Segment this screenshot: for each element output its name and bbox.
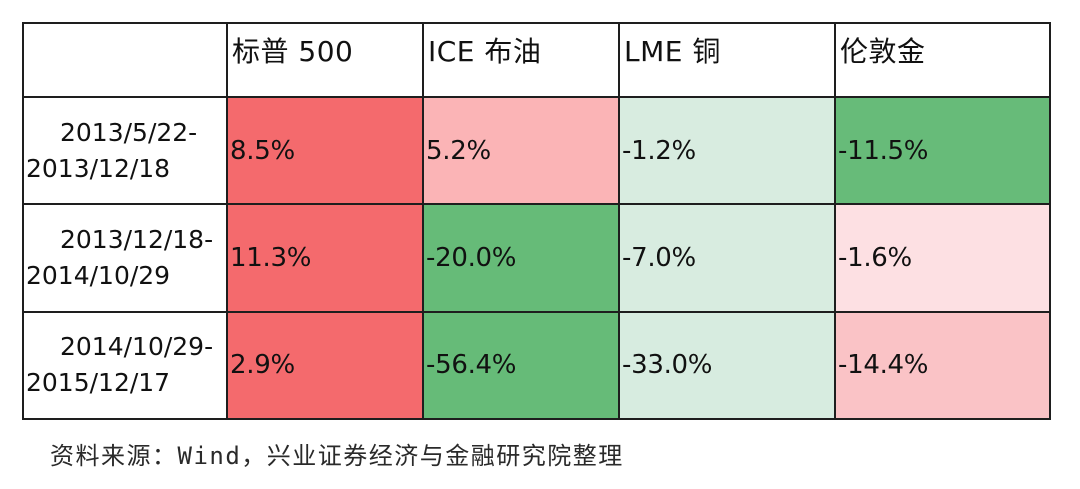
value-cell: 11.3% [226,203,424,313]
value-cell: 8.5% [226,96,424,206]
returns-table-container: 标普 500 ICE 布油 LME 铜 伦敦金 2013/5/22- 2013/… [22,21,1051,421]
value-cell: -33.0% [618,310,836,421]
period-cell: 2013/12/18- 2014/10/29 [22,203,228,313]
period-cell: 2014/10/29- 2015/12/17 [22,310,228,421]
value-cell: -1.2% [618,96,836,206]
value-cell: -1.6% [834,203,1051,313]
source-note: 资料来源：Wind，兴业证券经济与金融研究院整理 [50,442,624,470]
table-row: 2013/12/18- 2014/10/29 11.3% -20.0% -7.0… [22,203,1051,313]
period-start: 2013/12/18- [60,225,214,255]
header-corner [22,21,228,99]
period-cell: 2013/5/22- 2013/12/18 [22,96,228,206]
period-start: 2014/10/29- [60,332,214,362]
table-row: 2014/10/29- 2015/12/17 2.9% -56.4% -33.0… [22,310,1051,421]
header-ice-brent: ICE 布油 [422,21,620,99]
value-cell: -14.4% [834,310,1051,421]
table-row: 2013/5/22- 2013/12/18 8.5% 5.2% -1.2% -1… [22,96,1051,206]
header-london-gold: 伦敦金 [834,21,1051,99]
returns-table: 标普 500 ICE 布油 LME 铜 伦敦金 2013/5/22- 2013/… [22,21,1051,421]
header-lme-copper: LME 铜 [618,21,836,99]
value-cell: -20.0% [422,203,620,313]
period-end: 2014/10/29 [26,261,171,291]
period-end: 2013/12/18 [26,153,171,183]
value-cell: 5.2% [422,96,620,206]
value-cell: -11.5% [834,96,1051,206]
header-row: 标普 500 ICE 布油 LME 铜 伦敦金 [22,21,1051,99]
period-end: 2015/12/17 [26,368,171,398]
period-start: 2013/5/22- [60,117,198,147]
header-sp500: 标普 500 [226,21,424,99]
value-cell: -7.0% [618,203,836,313]
value-cell: 2.9% [226,310,424,421]
value-cell: -56.4% [422,310,620,421]
